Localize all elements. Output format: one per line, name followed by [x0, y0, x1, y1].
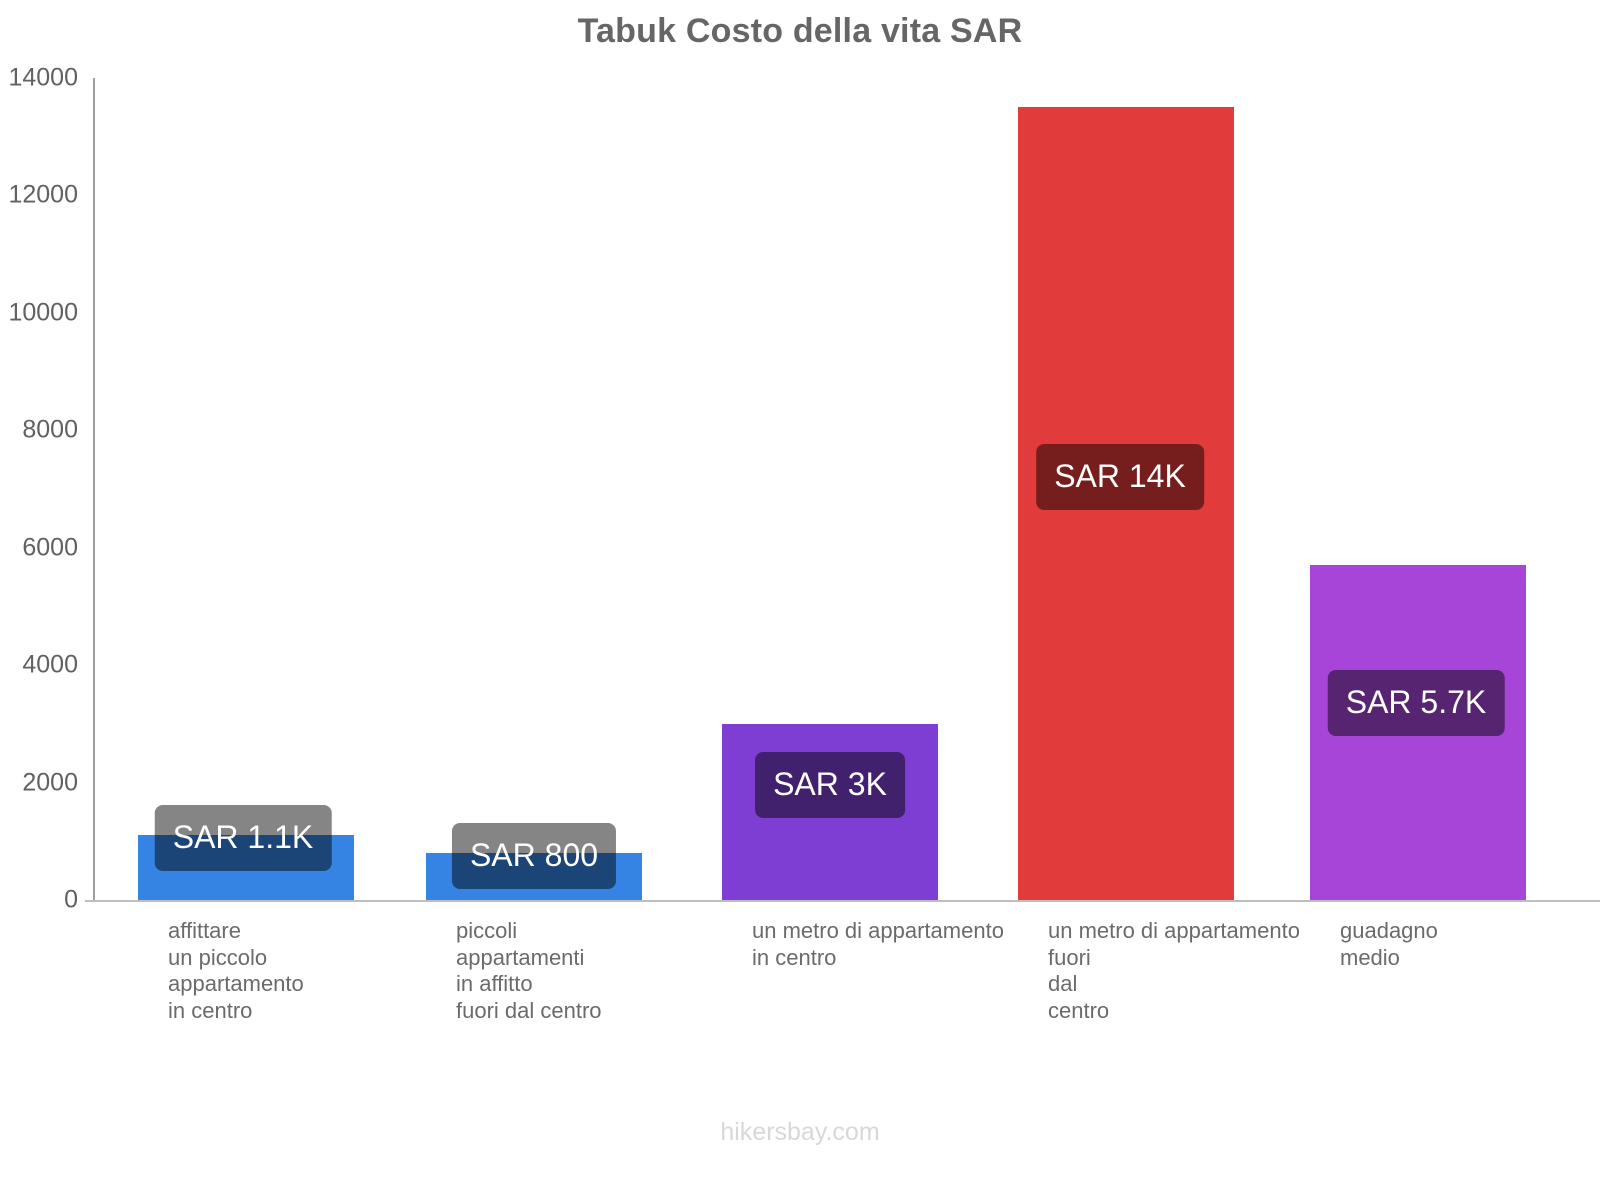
y-tick-label: 10000	[8, 298, 78, 327]
y-tick-label: 14000	[8, 63, 78, 92]
chart-title: Tabuk Costo della vita SAR	[577, 12, 1023, 50]
bar-4[interactable]	[1018, 107, 1234, 900]
bar-3[interactable]	[722, 723, 938, 900]
bar-2[interactable]	[426, 853, 642, 900]
y-tick-label: 2000	[22, 768, 78, 797]
footer-attribution: hikersbay.com	[720, 1118, 880, 1146]
y-axis-line	[93, 78, 95, 900]
x-category-label-3: un metro di appartamento in centro	[752, 918, 1004, 970]
x-category-label-4: un metro di appartamento fuori dal centr…	[1048, 918, 1300, 1023]
y-tick-label: 0	[64, 885, 78, 914]
x-category-label-5: guadagno medio	[1340, 918, 1438, 970]
y-tick-label: 8000	[22, 415, 78, 444]
y-tick-label: 12000	[8, 180, 78, 209]
x-axis-line	[85, 900, 1600, 902]
y-tick-label: 6000	[22, 533, 78, 562]
bar-5[interactable]	[1310, 565, 1526, 900]
x-category-label-1: affittare un piccolo appartamento in cen…	[168, 918, 304, 1023]
bar-1[interactable]	[138, 835, 354, 900]
x-category-label-2: piccoli appartamenti in affitto fuori da…	[456, 918, 602, 1023]
y-tick-label: 4000	[22, 650, 78, 679]
